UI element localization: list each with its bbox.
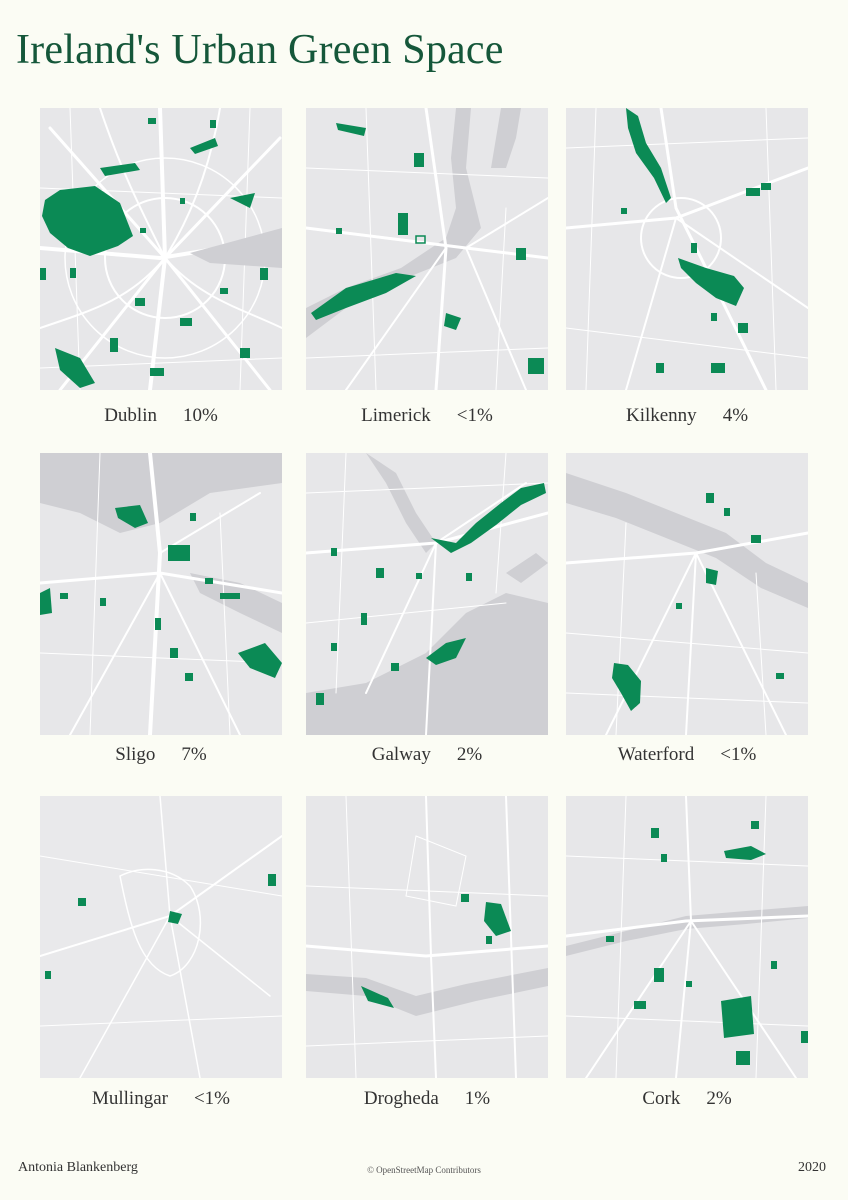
city-label: Limerick <1%	[306, 402, 548, 430]
city-label: Cork 2%	[566, 1085, 808, 1113]
city-percent: <1%	[193, 1088, 231, 1109]
city-percent: 2%	[706, 1088, 732, 1109]
city-label: Kilkenny 4%	[566, 402, 808, 430]
year: 2020	[798, 1160, 826, 1175]
attribution: © OpenStreetMap Contributors	[367, 1165, 481, 1175]
city-percent: <1%	[456, 405, 493, 426]
city-label: Sligo 7%	[40, 741, 282, 769]
map-drogheda	[306, 796, 548, 1078]
city-label: Galway 2%	[306, 741, 548, 769]
map-cork	[566, 796, 808, 1078]
map-kilkenny	[566, 108, 808, 390]
map-waterford	[566, 453, 808, 735]
city-name: Galway	[371, 744, 431, 765]
city-name: Drogheda	[363, 1088, 439, 1109]
city-name: Mullingar	[91, 1088, 168, 1109]
map-dublin	[40, 108, 282, 390]
city-name: Waterford	[617, 744, 695, 765]
city-percent: 7%	[181, 744, 207, 765]
city-percent: 1%	[464, 1088, 491, 1109]
city-name: Sligo	[115, 744, 156, 765]
map-mullingar	[40, 796, 282, 1078]
map-sligo	[40, 453, 282, 735]
city-label: Drogheda 1%	[306, 1085, 548, 1113]
map-galway	[306, 453, 548, 735]
author-credit: Antonia Blankenberg	[18, 1160, 138, 1175]
city-label: Dublin 10%	[40, 402, 282, 430]
city-percent: 2%	[456, 744, 483, 765]
map-limerick	[306, 108, 548, 390]
city-label: Mullingar <1%	[40, 1085, 282, 1113]
city-name: Limerick	[361, 405, 431, 426]
city-percent: 4%	[722, 405, 749, 426]
city-name: Dublin	[104, 405, 157, 426]
city-name: Kilkenny	[625, 405, 697, 426]
city-percent: 10%	[182, 405, 218, 426]
city-name: Cork	[642, 1088, 681, 1109]
page-title: Ireland's Urban Green Space	[16, 27, 504, 73]
city-label: Waterford <1%	[566, 741, 808, 769]
city-percent: <1%	[720, 744, 757, 765]
